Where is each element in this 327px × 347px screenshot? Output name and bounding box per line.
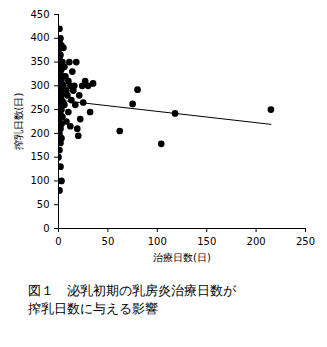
html-text:図１ 泌乳初期の乳房炎治療日数が 搾乳日数に与える影響: 図１ 泌乳初期の乳房炎治療日数が 搾乳日数に与える影響 (28, 283, 236, 316)
svg-text:150: 150 (30, 151, 49, 162)
svg-text:450: 450 (30, 9, 49, 20)
svg-text:100: 100 (30, 175, 49, 186)
svg-text:0: 0 (43, 223, 49, 234)
svg-text:搾乳日数(日): 搾乳日数(日) (13, 93, 24, 151)
svg-text:50: 50 (102, 236, 115, 247)
svg-text:400: 400 (30, 32, 49, 43)
svg-text:250: 250 (296, 236, 315, 247)
svg-text:300: 300 (30, 80, 49, 91)
svg-text:200: 200 (30, 128, 49, 139)
svg-text:0: 0 (55, 236, 61, 247)
svg-text:100: 100 (148, 236, 167, 247)
svg-text:50: 50 (37, 199, 50, 210)
svg-text:治療日数(日): 治療日数(日) (153, 252, 211, 263)
svg-text:250: 250 (30, 104, 49, 115)
svg-text:350: 350 (30, 56, 49, 67)
svg-text:150: 150 (197, 236, 216, 247)
svg-text:200: 200 (247, 236, 266, 247)
